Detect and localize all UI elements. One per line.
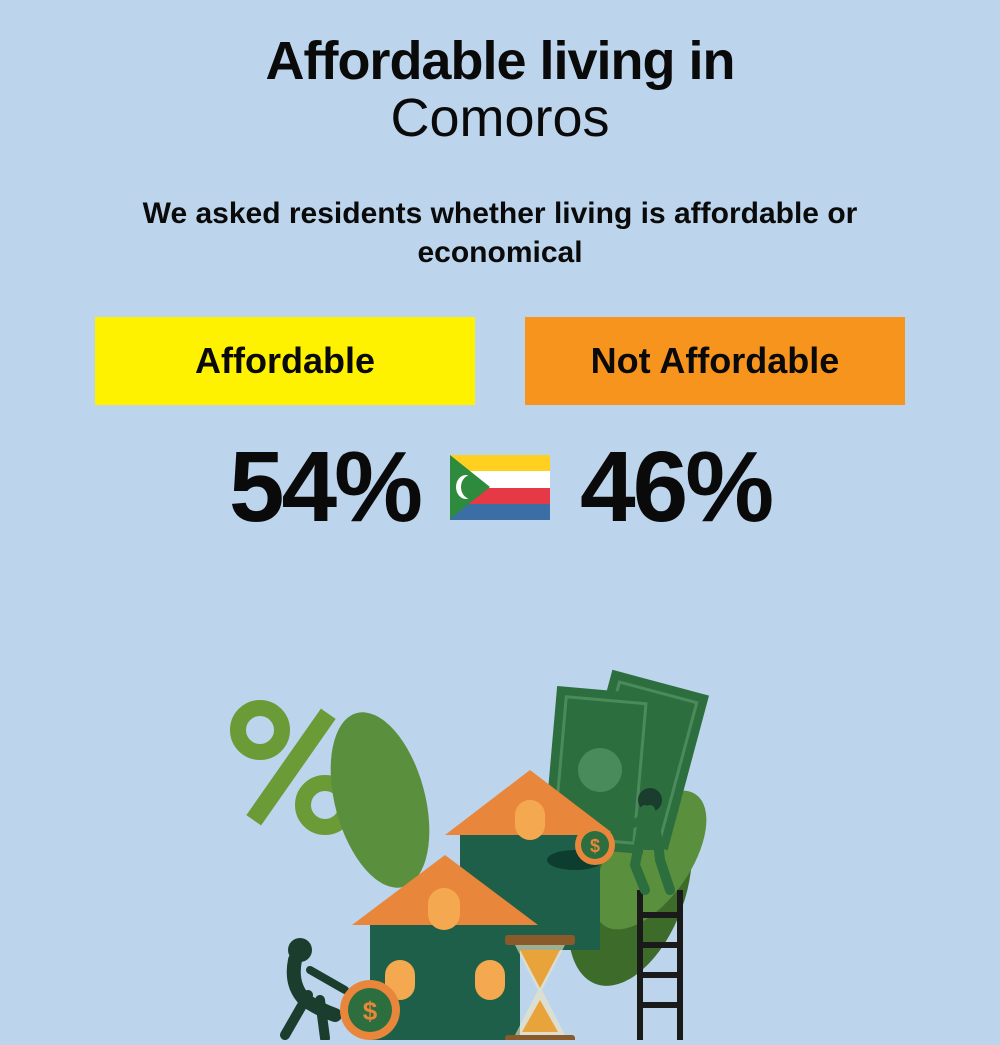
percentages-container: 54% 46% [0, 430, 1000, 545]
badges-container: Affordable Not Affordable [0, 317, 1000, 405]
title-section: Affordable living in Comoros [0, 0, 1000, 149]
subtitle-text: We asked residents whether living is aff… [0, 194, 1000, 272]
affordable-percent: 54% [229, 430, 420, 545]
comoros-flag-icon [450, 455, 550, 520]
title-main: Affordable living in [0, 30, 1000, 92]
housing-illustration: $ $ [200, 660, 800, 1040]
svg-text:$: $ [590, 836, 600, 856]
flag-crescent-icon [456, 475, 476, 499]
svg-text:$: $ [363, 996, 378, 1026]
percent-icon [238, 708, 347, 827]
not-affordable-percent: 46% [580, 430, 771, 545]
illustration-svg: $ $ [200, 660, 800, 1040]
title-country: Comoros [0, 87, 1000, 149]
not-affordable-badge: Not Affordable [525, 317, 905, 405]
affordable-badge: Affordable [95, 317, 475, 405]
